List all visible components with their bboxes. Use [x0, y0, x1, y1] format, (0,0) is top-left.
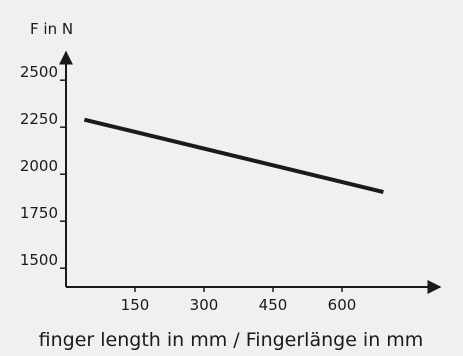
y-tick-label: 2250 — [20, 110, 58, 128]
y-tick-label: 1500 — [20, 251, 58, 269]
x-tick-label: 300 — [190, 296, 219, 314]
x-axis-ticks: 150 300 450 600 — [121, 287, 357, 314]
x-axis-title: finger length in mm / Fingerlänge in mm — [39, 329, 424, 351]
x-tick-label: 450 — [259, 296, 288, 314]
x-tick-label: 600 — [328, 296, 357, 314]
series-layer — [83, 117, 384, 195]
y-axis-title: F in N — [30, 20, 73, 38]
y-tick-label: 2000 — [20, 157, 58, 175]
y-tick-label: 2500 — [20, 63, 58, 81]
x-tick-label: 150 — [121, 296, 150, 314]
y-tick-label: 1750 — [20, 204, 58, 222]
y-axis-ticks: 1500 1750 2000 2250 2500 — [20, 63, 66, 269]
series-line — [83, 117, 384, 195]
